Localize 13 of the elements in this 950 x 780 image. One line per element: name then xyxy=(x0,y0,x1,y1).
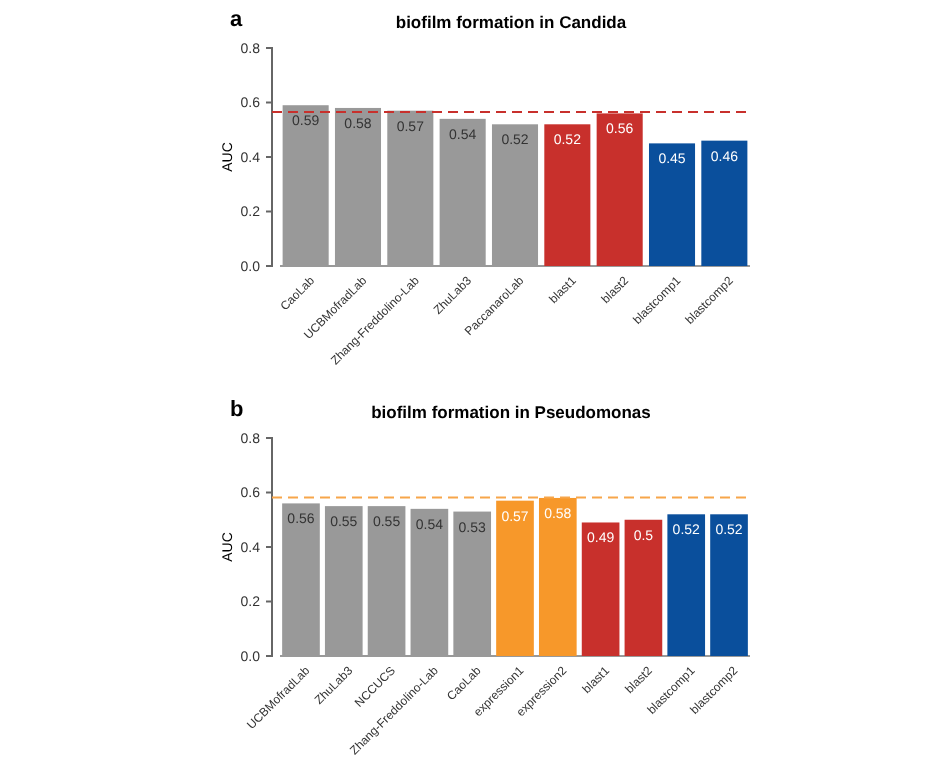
bar xyxy=(648,143,696,266)
chart-title: biofilm formation in Pseudomonas xyxy=(371,402,652,422)
bar xyxy=(624,519,663,656)
bar xyxy=(701,140,748,266)
text: b xyxy=(230,398,244,422)
bar xyxy=(538,497,577,656)
bar xyxy=(581,522,620,656)
bar xyxy=(667,514,706,656)
chart-title: biofilm formation in Candida xyxy=(395,12,627,32)
bar xyxy=(710,514,748,656)
text: a xyxy=(230,8,244,32)
bar xyxy=(544,124,591,266)
bar xyxy=(496,500,534,656)
